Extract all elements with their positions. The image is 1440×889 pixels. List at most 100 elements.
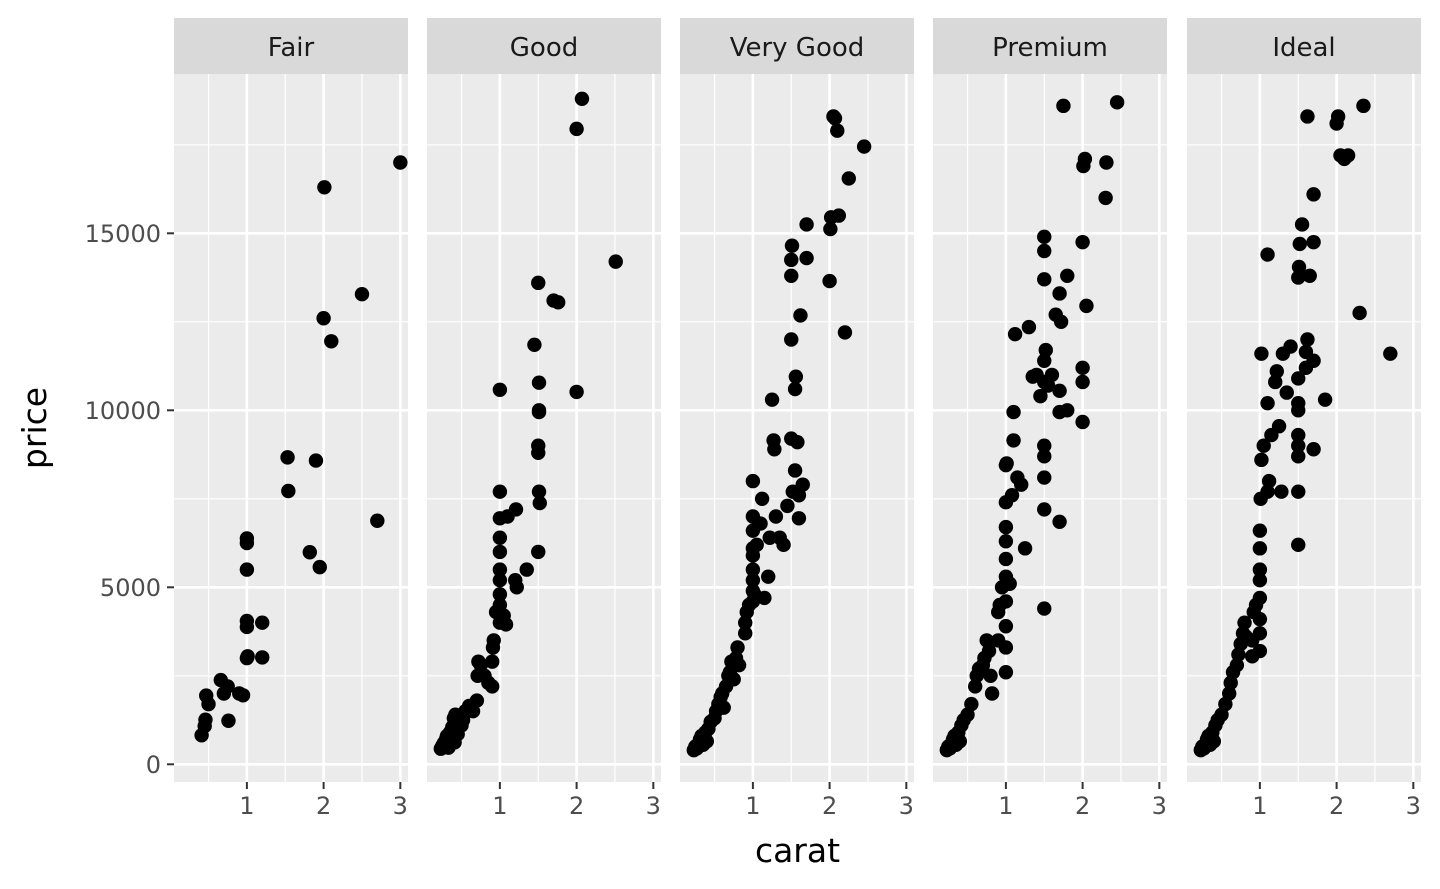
- data-point: [527, 337, 542, 353]
- data-point: [1014, 477, 1029, 492]
- data-point: [1060, 403, 1075, 418]
- data-point: [485, 654, 500, 669]
- data-point: [1006, 404, 1021, 420]
- data-point: [1383, 346, 1398, 361]
- data-point: [1252, 590, 1268, 606]
- data-point: [1256, 438, 1271, 453]
- data-point: [984, 686, 1000, 701]
- data-point: [221, 713, 236, 728]
- data-point: [1075, 234, 1090, 250]
- data-point: [1052, 286, 1067, 301]
- data-point: [793, 308, 808, 323]
- facet-strip: [427, 18, 661, 74]
- data-point: [324, 334, 339, 349]
- data-point: [1077, 151, 1093, 167]
- data-point: [508, 502, 524, 517]
- data-point: [787, 381, 803, 397]
- data-point: [1254, 346, 1269, 361]
- data-point: [998, 519, 1014, 535]
- x-tick-label: 2: [569, 792, 584, 820]
- data-point: [1079, 298, 1094, 314]
- data-point: [1007, 326, 1023, 342]
- x-tick-label: 1: [998, 792, 1013, 820]
- y-tick-label: 10000: [85, 397, 161, 425]
- data-point: [795, 477, 810, 492]
- facet-panel-premium: Premium 1 2 3: [933, 18, 1167, 820]
- data-point: [1033, 388, 1048, 404]
- data-point: [1017, 541, 1033, 556]
- y-tick-label: 0: [146, 751, 161, 779]
- data-point: [738, 615, 753, 630]
- data-point: [780, 498, 795, 514]
- data-point: [317, 180, 332, 195]
- data-point: [784, 238, 800, 253]
- x-axis-title: carat: [755, 831, 840, 870]
- data-point: [492, 573, 508, 588]
- data-point: [1302, 268, 1317, 283]
- data-point: [492, 484, 508, 499]
- data-point: [486, 633, 501, 648]
- data-point: [731, 657, 747, 673]
- data-point: [998, 640, 1014, 655]
- facet-panel-ideal: Ideal 1 2 3: [1187, 18, 1421, 820]
- data-point: [220, 679, 235, 694]
- x-tick-label: 2: [1075, 792, 1090, 820]
- data-point: [532, 495, 547, 511]
- facet-panel-very-good: Very Good 1 2 3: [680, 18, 914, 820]
- data-point: [531, 544, 546, 560]
- data-point: [370, 513, 385, 528]
- data-point: [316, 311, 331, 326]
- data-point: [856, 139, 872, 154]
- data-point: [837, 325, 853, 340]
- data-point: [1006, 433, 1021, 448]
- data-point: [1254, 452, 1269, 468]
- y-axis: 0 5000 10000 15000: [85, 220, 174, 779]
- data-point: [255, 650, 270, 665]
- data-point: [1252, 611, 1268, 627]
- data-point: [308, 453, 324, 468]
- data-point: [1037, 470, 1052, 485]
- data-point: [1294, 217, 1310, 232]
- data-point: [823, 221, 838, 237]
- data-point: [1206, 734, 1222, 749]
- data-point: [280, 450, 295, 465]
- data-point: [799, 217, 814, 232]
- data-point: [393, 155, 408, 170]
- data-point: [784, 332, 799, 347]
- data-point: [354, 286, 370, 302]
- data-point: [492, 562, 508, 577]
- data-point: [1109, 95, 1125, 110]
- data-point: [791, 511, 807, 526]
- data-point: [799, 250, 814, 266]
- data-point: [757, 590, 772, 606]
- data-point: [830, 123, 845, 138]
- data-point: [255, 615, 270, 630]
- data-point: [998, 534, 1014, 549]
- data-point: [784, 268, 799, 283]
- data-point: [1260, 247, 1275, 262]
- data-point: [1229, 657, 1245, 673]
- data-point: [768, 509, 784, 524]
- data-point: [550, 295, 566, 310]
- data-point: [492, 587, 508, 602]
- data-point: [201, 696, 216, 712]
- data-point: [788, 369, 804, 384]
- data-point: [998, 594, 1014, 609]
- data-point: [608, 254, 623, 269]
- data-point: [1037, 449, 1052, 464]
- data-point: [235, 688, 251, 703]
- data-point: [1038, 342, 1053, 358]
- data-point: [952, 734, 968, 749]
- data-point: [1306, 442, 1321, 457]
- facet-panel-fair: Fair 1 2 3: [174, 18, 408, 820]
- data-point: [998, 551, 1014, 567]
- data-point: [1291, 270, 1306, 285]
- facet-strip-label: Premium: [992, 33, 1108, 63]
- data-point: [485, 679, 500, 694]
- panel-background: [1187, 74, 1421, 782]
- data-point: [726, 672, 741, 687]
- facet-panel-good: Good 1 2 3: [427, 18, 661, 820]
- data-point: [312, 559, 327, 575]
- x-tick-label: 3: [1152, 792, 1167, 820]
